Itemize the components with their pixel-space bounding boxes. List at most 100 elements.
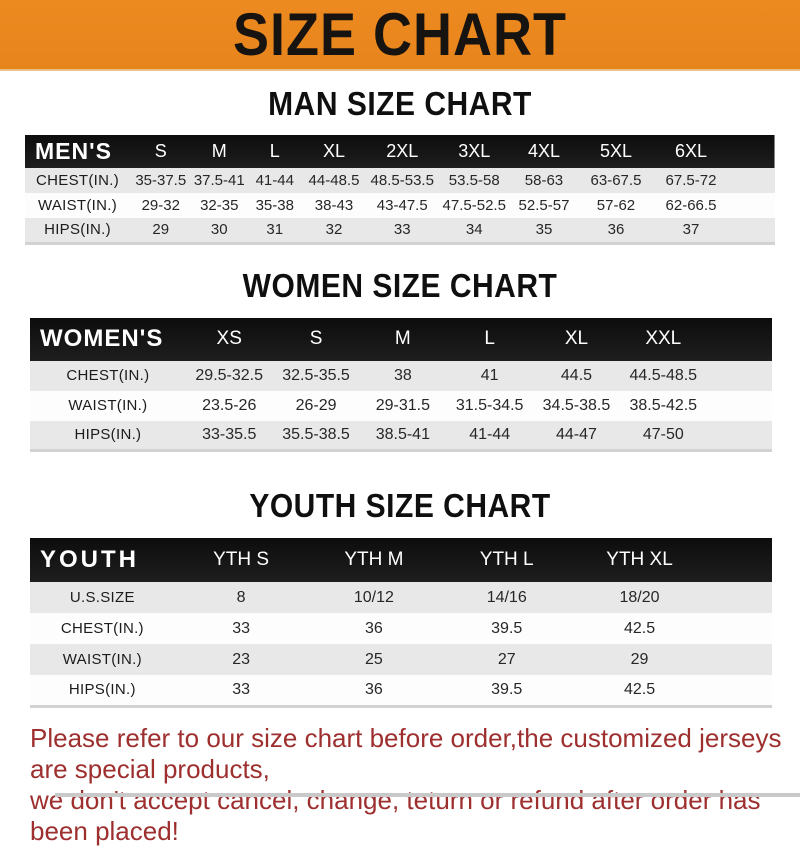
cell: 37.5-41 bbox=[193, 172, 245, 189]
men-hips-row: HIPS(IN.) 29 30 31 32 33 34 35 36 37 bbox=[25, 218, 775, 243]
cell: 10/12 bbox=[353, 588, 394, 606]
cell: 37 bbox=[682, 221, 700, 239]
row-label: HIPS(IN.) bbox=[74, 426, 142, 444]
cell: 62-66.5 bbox=[665, 197, 717, 214]
cell: 52.5-57 bbox=[518, 197, 570, 214]
cell: 31.5-34.5 bbox=[455, 396, 524, 414]
cell: 33 bbox=[232, 680, 250, 698]
men-waist-row: WAIST(IN.) 29-32 32-35 35-38 38-43 43-47… bbox=[25, 193, 775, 218]
youth-section-heading: YOUTH SIZE CHART bbox=[0, 488, 800, 525]
spacer-cell bbox=[728, 135, 775, 168]
cell: 32 bbox=[325, 221, 343, 239]
spacer-cell bbox=[707, 421, 772, 451]
cell: 30 bbox=[210, 221, 228, 239]
row-label: WAIST(IN.) bbox=[68, 397, 148, 414]
spacer-cell bbox=[707, 391, 772, 421]
cell: 29.5-32.5 bbox=[195, 366, 264, 384]
spacer-cell bbox=[728, 218, 775, 243]
men-section-heading: MAN SIZE CHART bbox=[0, 86, 800, 123]
cell: 34.5-38.5 bbox=[542, 396, 611, 414]
cell: 8 bbox=[236, 588, 246, 606]
men-chest-row: CHEST(IN.) 35-37.5 37.5-41 41-44 44-48.5… bbox=[25, 168, 775, 193]
cell: 33 bbox=[393, 221, 411, 239]
cell: 29-32 bbox=[141, 197, 180, 214]
men-header-row: MEN'S S M L XL 2XL 3XL 4XL 5XL 6XL bbox=[25, 135, 775, 168]
row-label: HIPS(IN.) bbox=[44, 221, 111, 239]
cell: 44.5 bbox=[560, 366, 593, 384]
women-col-header: S bbox=[309, 328, 323, 349]
women-col-header: XL bbox=[564, 328, 589, 349]
cell: 36 bbox=[365, 619, 383, 637]
women-size-table: WOMEN'S XS S M L XL XXL CHEST(IN.) 29.5-… bbox=[30, 317, 772, 452]
row-label: CHEST(IN.) bbox=[36, 172, 119, 189]
cell: 53.5-58 bbox=[448, 172, 500, 189]
men-col-header: 4XL bbox=[527, 141, 560, 161]
banner: SIZE CHART bbox=[0, 0, 800, 71]
youth-header-row: YOUTH YTH S YTH M YTH L YTH XL bbox=[30, 538, 772, 582]
cell: 57-62 bbox=[596, 197, 636, 214]
cell: 38.5-42.5 bbox=[629, 396, 698, 414]
cell: 38-43 bbox=[314, 197, 354, 214]
cell: 35-38 bbox=[255, 197, 294, 214]
cell: 33 bbox=[232, 619, 250, 637]
cell: 39.5 bbox=[491, 619, 523, 637]
women-hips-row: HIPS(IN.) 33-35.5 35.5-38.5 38.5-41 41-4… bbox=[30, 420, 772, 451]
women-corner-label: WOMEN'S bbox=[40, 325, 164, 352]
youth-section-heading-text: YOUTH SIZE CHART bbox=[249, 488, 551, 525]
cell: 35 bbox=[535, 221, 553, 239]
cell: 23 bbox=[232, 650, 250, 668]
men-section-heading-text: MAN SIZE CHART bbox=[268, 86, 532, 123]
cell: 36 bbox=[607, 221, 625, 239]
men-col-header: L bbox=[269, 141, 280, 161]
row-label: WAIST(IN.) bbox=[62, 651, 142, 668]
row-label: WAIST(IN.) bbox=[37, 197, 118, 214]
cell: 44-48.5 bbox=[308, 172, 360, 189]
women-col-header: XXL bbox=[645, 328, 682, 349]
youth-ussize-row: U.S.SIZE 8 10/12 14/16 18/20 bbox=[30, 582, 772, 613]
cell: 29 bbox=[152, 221, 170, 239]
cell: 48.5-53.5 bbox=[370, 172, 434, 189]
cell: 34 bbox=[465, 221, 483, 239]
youth-col-header: YTH XL bbox=[606, 549, 673, 570]
women-header-row: WOMEN'S XS S M L XL XXL bbox=[30, 317, 772, 361]
cell: 47.5-52.5 bbox=[442, 197, 506, 214]
cell: 29-31.5 bbox=[375, 396, 430, 414]
cell: 47-50 bbox=[642, 425, 684, 443]
cell: 18/20 bbox=[619, 588, 660, 606]
cell: 26-29 bbox=[295, 396, 337, 414]
row-label: U.S.SIZE bbox=[69, 589, 135, 606]
cell: 38.5-41 bbox=[375, 425, 430, 443]
cell: 36 bbox=[365, 680, 383, 698]
youth-col-header: YTH M bbox=[344, 549, 404, 570]
men-col-header: 5XL bbox=[599, 141, 632, 161]
youth-col-header: YTH L bbox=[479, 549, 534, 570]
youth-hips-row: HIPS(IN.) 33 36 39.5 42.5 bbox=[30, 675, 772, 706]
cell: 35.5-38.5 bbox=[282, 425, 350, 443]
youth-corner-label: YOUTH bbox=[40, 546, 139, 573]
women-chest-row: CHEST(IN.) 29.5-32.5 32.5-35.5 38 41 44.… bbox=[30, 360, 772, 391]
cell: 14/16 bbox=[486, 588, 527, 606]
cell: 42.5 bbox=[623, 619, 656, 637]
cell: 41-44 bbox=[255, 172, 294, 189]
cell: 44.5-48.5 bbox=[629, 366, 698, 384]
spacer-cell bbox=[728, 168, 775, 193]
disclaimer: Please refer to our size chart before or… bbox=[30, 723, 800, 847]
spacer-cell bbox=[707, 361, 772, 391]
cell: 63-67.5 bbox=[590, 172, 642, 189]
cell: 23.5-26 bbox=[202, 396, 257, 414]
row-label: CHEST(IN.) bbox=[66, 367, 150, 384]
men-col-header: XL bbox=[322, 141, 345, 161]
men-col-header: S bbox=[154, 141, 167, 161]
men-col-header: 6XL bbox=[674, 141, 707, 161]
cell: 67.5-72 bbox=[665, 172, 717, 189]
women-col-header: L bbox=[484, 328, 495, 349]
spacer-cell bbox=[706, 613, 772, 644]
row-label: CHEST(IN.) bbox=[60, 620, 144, 637]
cell: 32.5-35.5 bbox=[282, 366, 350, 384]
youth-col-header: YTH S bbox=[213, 549, 270, 570]
cell: 41-44 bbox=[469, 425, 511, 443]
cell: 35-37.5 bbox=[135, 172, 187, 189]
cell: 42.5 bbox=[623, 680, 656, 698]
spacer-cell bbox=[706, 675, 772, 706]
women-col-header: XS bbox=[216, 328, 242, 349]
